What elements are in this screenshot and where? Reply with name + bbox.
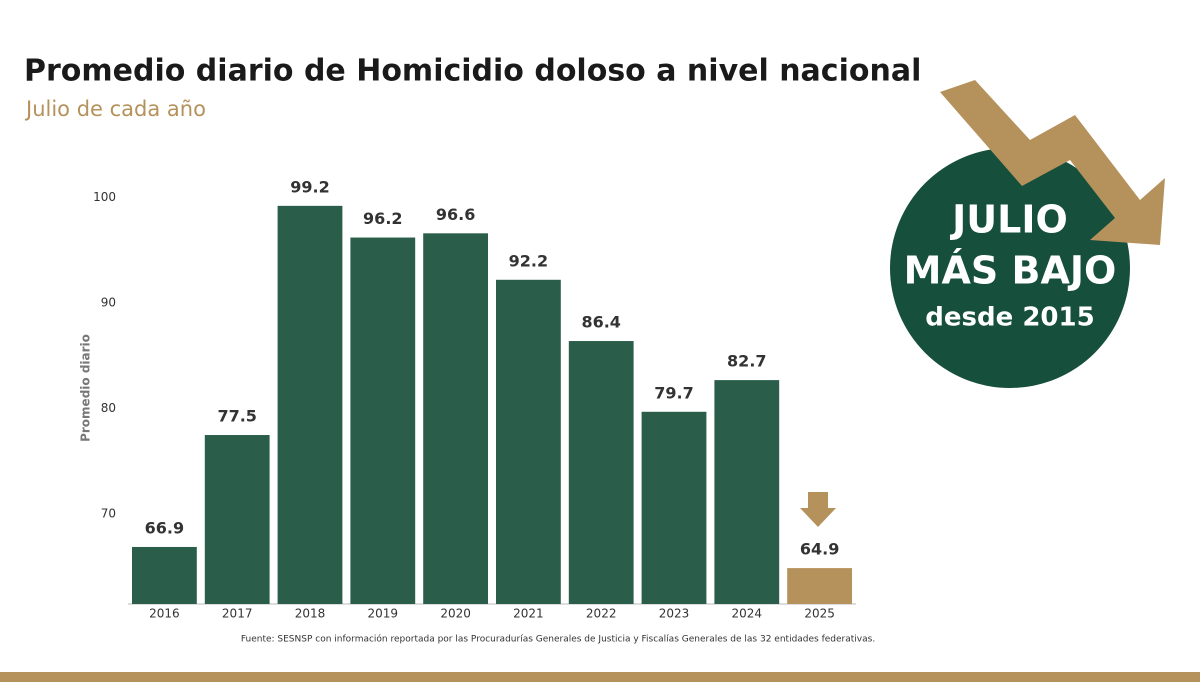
chart-subtitle: Julio de cada año: [24, 97, 206, 121]
x-tick-label: 2023: [659, 607, 690, 621]
bar: [350, 237, 416, 604]
x-tick-label: 2022: [586, 607, 617, 621]
data-label: 66.9: [145, 518, 184, 537]
bar: [496, 279, 561, 604]
badge-circle: [890, 148, 1130, 388]
y-tick-label: 100: [93, 190, 116, 204]
data-label: 96.6: [436, 205, 475, 224]
data-label: 82.7: [727, 352, 766, 371]
x-tick-label: 2020: [440, 607, 471, 621]
bar: [641, 411, 707, 604]
bar: [568, 341, 634, 604]
bar: [714, 380, 780, 604]
y-tick-label: 90: [101, 296, 116, 310]
badge-arrow: [940, 80, 1165, 245]
data-label: 96.2: [363, 209, 402, 228]
bar: [787, 568, 852, 604]
down-arrow: [800, 492, 836, 527]
data-label: 79.7: [654, 383, 693, 402]
y-tick-label: 70: [101, 507, 116, 521]
data-label: 99.2: [290, 177, 329, 196]
bar: [423, 233, 488, 604]
data-label: 92.2: [509, 251, 548, 270]
data-label: 64.9: [800, 540, 839, 559]
x-tick-label: 2016: [149, 607, 180, 621]
bar: [277, 205, 343, 604]
data-label: 86.4: [581, 313, 620, 332]
y-tick-label: 80: [101, 401, 116, 415]
data-label: 77.5: [217, 407, 256, 426]
bottom-strip: [0, 672, 1200, 682]
x-tick-label: 2017: [222, 607, 253, 621]
badge-line: JULIO: [949, 198, 1068, 242]
bar: [132, 546, 197, 604]
x-tick-label: 2025: [804, 607, 835, 621]
bar: [204, 435, 270, 604]
x-tick-label: 2018: [295, 607, 326, 621]
badge-line: MÁS BAJO: [904, 249, 1117, 293]
source-note: Fuente: SESNSP con información reportada…: [241, 634, 875, 645]
badge-line: desde 2015: [925, 303, 1094, 333]
chart-title: Promedio diario de Homicidio doloso a ni…: [24, 54, 921, 89]
y-axis-label: Promedio diario: [79, 334, 93, 442]
x-tick-label: 2021: [513, 607, 544, 621]
x-tick-label: 2024: [732, 607, 763, 621]
x-tick-label: 2019: [368, 607, 399, 621]
